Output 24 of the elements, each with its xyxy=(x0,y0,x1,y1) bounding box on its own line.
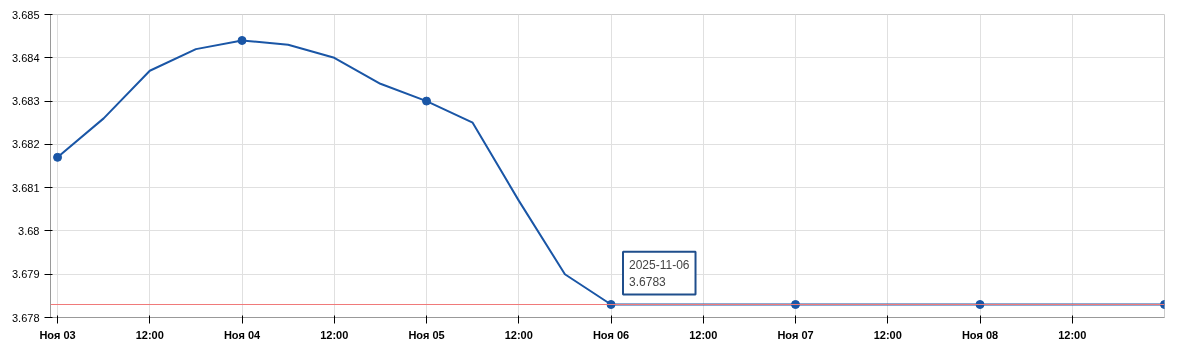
y-tick-label: 3.684 xyxy=(11,51,40,64)
point xyxy=(422,96,432,106)
y-tick-label: 3.682 xyxy=(11,138,40,151)
x-tick-label: Ноя 04 xyxy=(223,328,262,341)
x-tick-label: Ноя 07 xyxy=(777,328,814,341)
point xyxy=(237,35,247,45)
x-tick-label: Ноя 06 xyxy=(592,328,630,341)
annotation: 2025-11-06 3.6783 xyxy=(629,257,690,289)
x-tick-label: 12:00 xyxy=(135,328,164,341)
x-tick-label: 12:00 xyxy=(504,328,533,341)
y-tick-label: 3.685 xyxy=(11,8,40,21)
y-tick-label: 3.683 xyxy=(11,95,40,108)
x-tick-label: 12:00 xyxy=(320,328,349,341)
x-tick-label: 12:00 xyxy=(689,328,718,341)
x-tick-label: 12:00 xyxy=(1058,328,1087,341)
x-tick-label: Ноя 05 xyxy=(408,328,445,341)
y-tick-label: 3.679 xyxy=(11,268,40,281)
y-tick-label: 3.681 xyxy=(11,181,40,194)
y-tick-label: 3.68 xyxy=(18,224,40,237)
y-tick-label: 3.678 xyxy=(11,311,40,324)
x-tick-label: Ноя 08 xyxy=(961,328,999,341)
x-tick-label: Ноя 03 xyxy=(39,328,76,341)
point xyxy=(53,152,63,162)
x-tick-label: 12:00 xyxy=(873,328,902,341)
